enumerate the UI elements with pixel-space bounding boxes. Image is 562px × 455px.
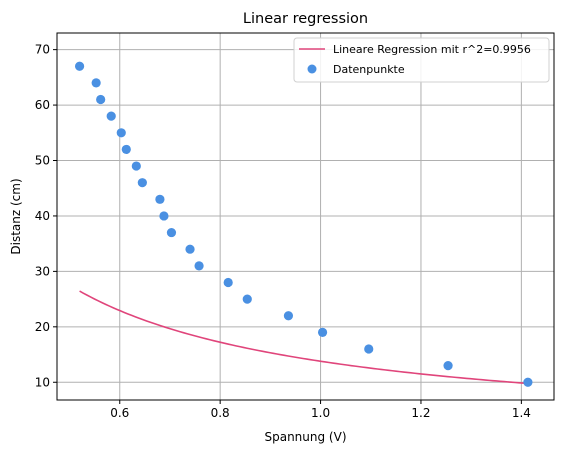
regression-line <box>80 291 527 383</box>
y-axis-label: Distanz (cm) <box>9 178 23 254</box>
data-point <box>132 161 141 170</box>
regression-series <box>80 291 527 383</box>
data-point <box>155 195 164 204</box>
x-axis-label: Spannung (V) <box>264 430 346 444</box>
grid <box>57 33 554 400</box>
data-point <box>167 228 176 237</box>
axis-ticks: 0.6 0.8 1.0 1.2 1.4 10 20 30 40 50 60 70 <box>35 43 531 420</box>
data-point <box>159 211 168 220</box>
x-tick-label: 1.0 <box>311 406 330 420</box>
y-tick-label: 40 <box>35 209 50 223</box>
y-tick-label: 20 <box>35 320 50 334</box>
data-point <box>117 128 126 137</box>
data-point <box>523 378 532 387</box>
x-tick-label: 0.6 <box>110 406 129 420</box>
data-point <box>364 344 373 353</box>
x-tick-label: 1.2 <box>411 406 430 420</box>
legend-label-regression: Lineare Regression mit r^2=0.9956 <box>333 43 531 56</box>
x-tick-label: 1.4 <box>512 406 531 420</box>
y-tick-label: 50 <box>35 154 50 168</box>
chart-title: Linear regression <box>243 11 368 27</box>
y-tick-label: 70 <box>35 43 50 57</box>
legend-label-datapoints: Datenpunkte <box>333 63 405 76</box>
x-tick-label: 0.8 <box>211 406 230 420</box>
data-point <box>443 361 452 370</box>
data-point <box>224 278 233 287</box>
plot-frame <box>57 33 554 400</box>
data-point <box>194 261 203 270</box>
data-points-series <box>75 62 533 387</box>
data-point <box>185 245 194 254</box>
data-point <box>243 295 252 304</box>
data-point <box>122 145 131 154</box>
y-tick-label: 30 <box>35 264 50 278</box>
y-tick-label: 10 <box>35 375 50 389</box>
data-point <box>92 78 101 87</box>
data-point <box>318 328 327 337</box>
legend: Lineare Regression mit r^2=0.9956 Datenp… <box>294 38 549 82</box>
data-point <box>96 95 105 104</box>
legend-point-swatch <box>308 65 317 74</box>
data-point <box>75 62 84 71</box>
data-point <box>107 112 116 121</box>
y-tick-label: 60 <box>35 98 50 112</box>
data-point <box>284 311 293 320</box>
data-point <box>138 178 147 187</box>
